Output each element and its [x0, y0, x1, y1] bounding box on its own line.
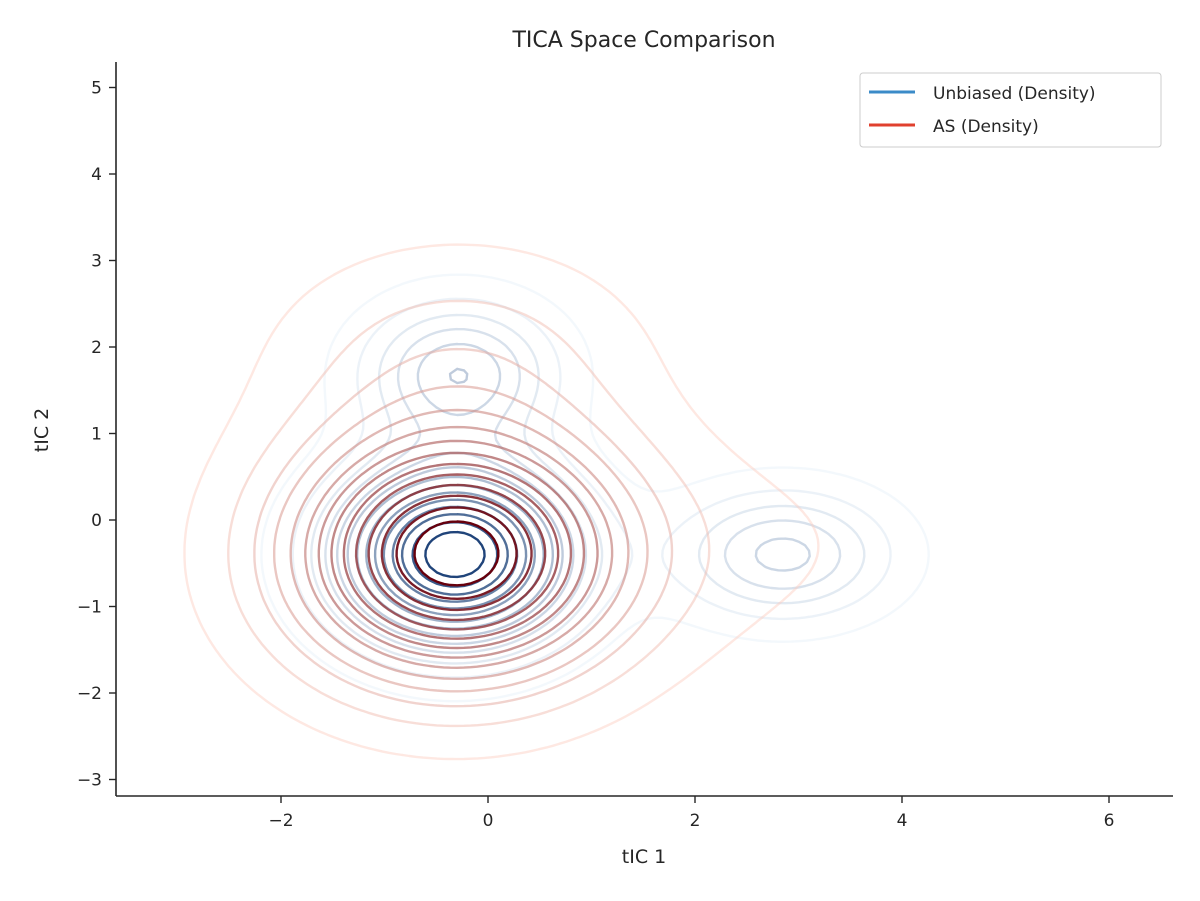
y-ticks: −3 −2 −1 0 1 2 3 4 5: [77, 79, 116, 791]
unbiased-density-contour: [424, 530, 486, 579]
x-axis-label: tIC 1: [622, 846, 666, 868]
x-tick-label: 0: [483, 811, 494, 831]
x-tick-label: 4: [897, 811, 908, 831]
as-density-contour: [395, 506, 518, 600]
as-density-contour: [289, 408, 630, 680]
as-density-contour: [354, 473, 560, 631]
x-tick-label: 6: [1104, 811, 1115, 831]
x-ticks: −2 0 2 4 6: [268, 796, 1114, 831]
as-density-contour: [253, 347, 674, 708]
y-tick-label: 2: [91, 338, 102, 358]
y-tick-label: 5: [91, 79, 102, 99]
unbiased-density-contour: [291, 297, 892, 679]
contour-plot-area: [183, 243, 930, 761]
as-density-contour: [183, 243, 820, 761]
axes: [115, 62, 1173, 797]
unbiased-density-contour: [382, 498, 528, 610]
legend: Unbiased (Density) AS (Density): [859, 72, 1162, 148]
chart-title: TICA Space Comparison: [511, 28, 775, 53]
unbiased-density-contour: [260, 273, 930, 703]
unbiased-density-contour: [400, 513, 509, 596]
x-tick-label: −2: [268, 811, 293, 831]
unbiased-density-contour: [346, 367, 564, 638]
as-density-contour: [342, 462, 573, 640]
as-density-contour: [304, 425, 614, 669]
y-tick-label: 3: [91, 252, 102, 272]
as-density-contour: [227, 299, 711, 728]
unbiased-density-contour: [336, 342, 811, 645]
y-tick-label: −2: [77, 684, 102, 704]
unbiased-density-contour: [324, 327, 842, 654]
y-tick-label: 1: [91, 425, 102, 445]
legend-label-as: AS (Density): [933, 117, 1039, 137]
y-axis-label: tIC 2: [31, 408, 53, 452]
unbiased-density-contour: [373, 491, 536, 617]
y-tick-label: 4: [91, 165, 102, 185]
legend-label-unbiased: Unbiased (Density): [933, 84, 1096, 104]
as-density-contour: [273, 385, 649, 693]
y-tick-label: 0: [91, 511, 102, 531]
x-tick-label: 2: [690, 811, 701, 831]
y-tick-label: −3: [77, 771, 102, 791]
as-density-contour: [330, 451, 586, 650]
as-density-contour: [317, 439, 599, 659]
as-density-contour: [413, 520, 500, 587]
y-tick-label: −1: [77, 598, 102, 618]
as-density-contour: [380, 494, 533, 612]
as-density-contour: [367, 483, 547, 622]
legend-box: [859, 72, 1162, 148]
